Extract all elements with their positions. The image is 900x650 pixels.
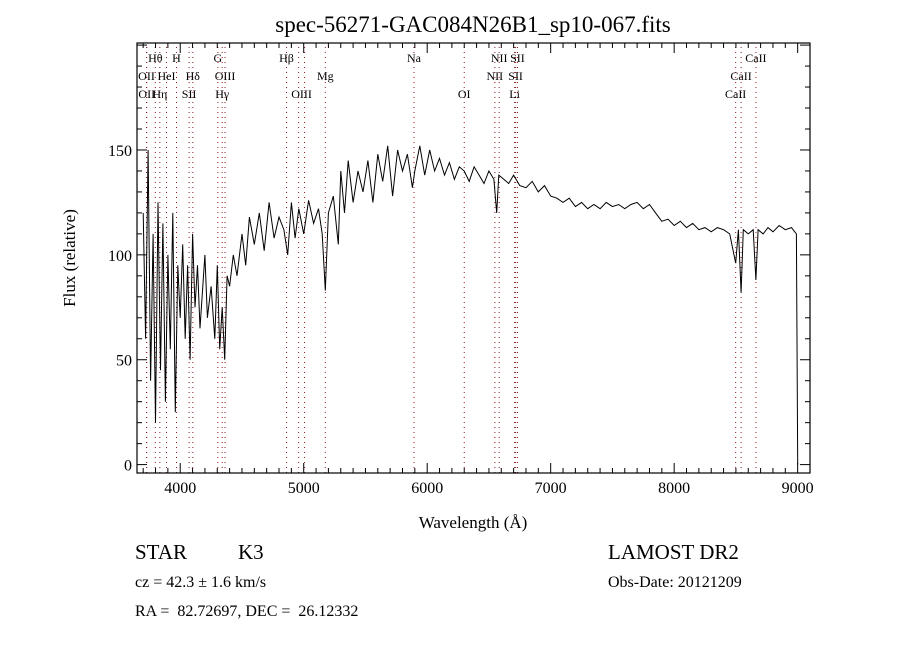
line-label: Mg bbox=[317, 69, 334, 83]
obs-date: Obs-Date: 20121209 bbox=[608, 574, 742, 591]
line-label: CaII bbox=[730, 69, 751, 83]
line-label: NII bbox=[487, 69, 504, 83]
y-tick-label: 0 bbox=[124, 458, 132, 475]
y-tick-label: 50 bbox=[116, 353, 132, 370]
line-label: CaII bbox=[725, 87, 746, 101]
spectrum-line bbox=[142, 145, 799, 465]
line-label: SII bbox=[510, 51, 525, 65]
line-label: Na bbox=[407, 51, 422, 65]
object-class: STAR bbox=[135, 540, 187, 564]
line-label: Hδ bbox=[186, 69, 201, 83]
redshift-text: cz = 42.3 ± 1.6 km/s bbox=[135, 574, 267, 591]
line-label: G bbox=[214, 51, 223, 65]
line-label: SII bbox=[508, 69, 523, 83]
x-tick-label: 8000 bbox=[658, 480, 690, 497]
plot-frame bbox=[136, 42, 811, 474]
x-tick-label: 6000 bbox=[411, 480, 443, 497]
chart-title: spec-56271-GAC084N26B1_sp10-067.fits bbox=[275, 12, 670, 37]
line-label: Hη bbox=[152, 87, 167, 101]
y-tick-label: 100 bbox=[108, 248, 132, 265]
line-label: OIII bbox=[215, 69, 236, 83]
x-axis-label: Wavelength (Å) bbox=[419, 513, 528, 532]
coordinates-text: RA = 82.72697, DEC = 26.12332 bbox=[135, 603, 359, 620]
line-label: SII bbox=[182, 87, 197, 101]
line-label: OII bbox=[138, 69, 155, 83]
line-label: OII bbox=[138, 87, 155, 101]
line-label: OI bbox=[458, 87, 471, 101]
y-axis-label: Flux (relative) bbox=[60, 209, 79, 307]
line-label: Hβ bbox=[279, 51, 294, 65]
x-tick-label: 7000 bbox=[535, 480, 567, 497]
line-label: NII bbox=[491, 51, 508, 65]
line-label: CaII bbox=[745, 51, 766, 65]
line-label: Li bbox=[509, 87, 520, 101]
survey-label: LAMOST DR2 bbox=[608, 540, 739, 564]
x-tick-label: 5000 bbox=[288, 480, 320, 497]
x-tick-label: 9000 bbox=[782, 480, 814, 497]
line-label: Hθ bbox=[148, 51, 163, 65]
line-label: Hγ bbox=[215, 87, 230, 101]
line-label: H bbox=[172, 51, 181, 65]
y-tick-label: 150 bbox=[108, 143, 132, 160]
line-label: OIII bbox=[291, 87, 312, 101]
x-tick-label: 4000 bbox=[164, 480, 196, 497]
line-label: HeI bbox=[158, 69, 176, 83]
object-subclass: K3 bbox=[238, 540, 264, 564]
